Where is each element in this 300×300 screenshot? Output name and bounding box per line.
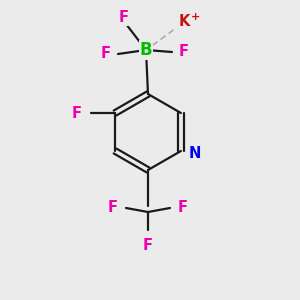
Text: F: F — [143, 238, 153, 253]
Text: F: F — [179, 44, 189, 59]
Text: K: K — [178, 14, 190, 29]
Text: F: F — [178, 200, 188, 214]
Text: +: + — [190, 12, 200, 22]
Text: F: F — [108, 200, 118, 214]
Text: F: F — [101, 46, 111, 62]
Text: F: F — [72, 106, 82, 121]
Text: F: F — [119, 11, 129, 26]
Text: N: N — [189, 146, 201, 160]
Text: B: B — [140, 41, 152, 59]
